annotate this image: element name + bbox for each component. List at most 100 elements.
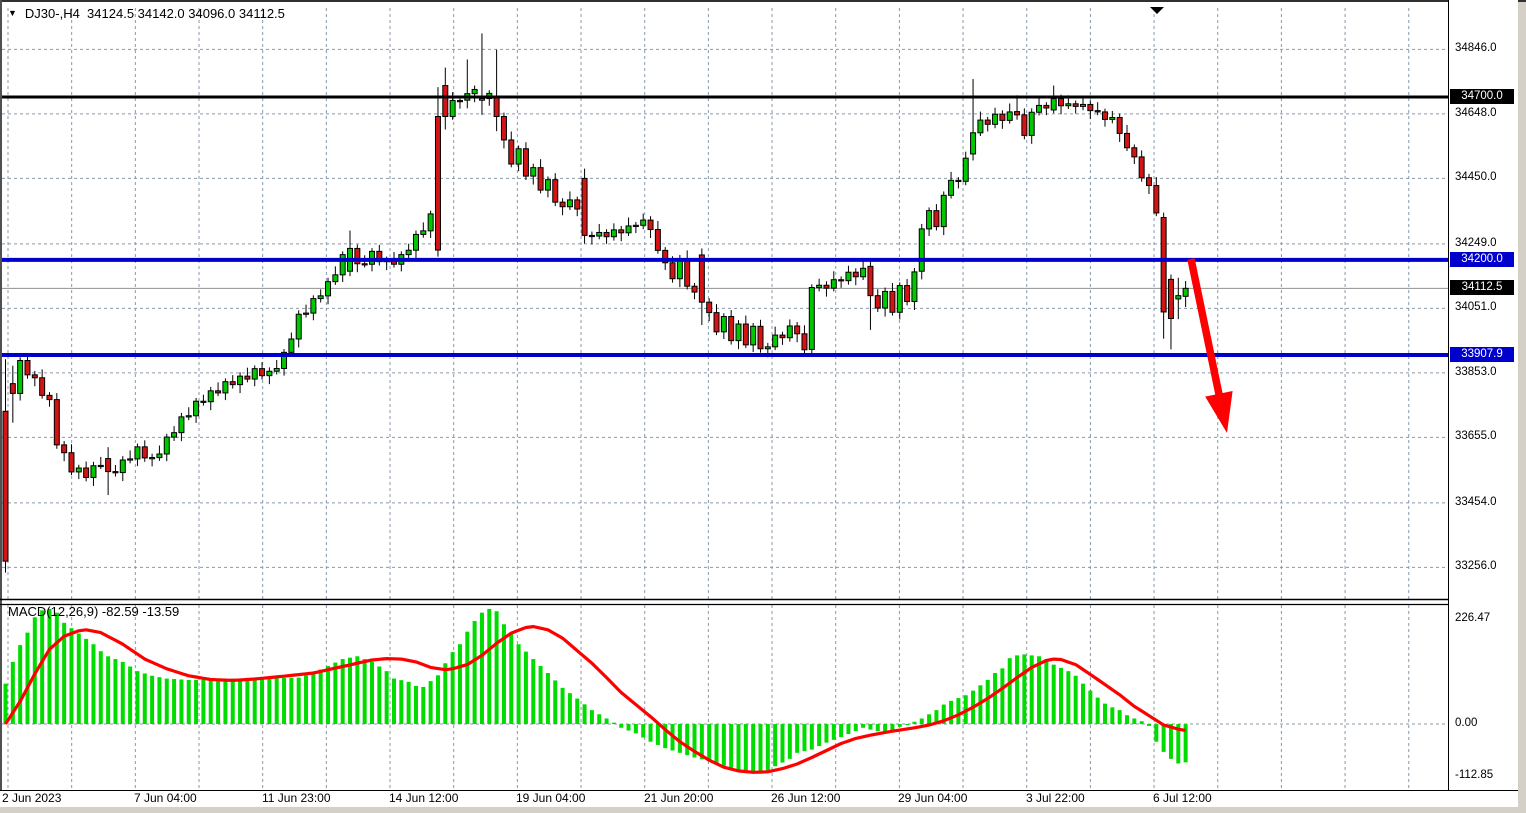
- candle: [97, 456, 104, 469]
- candle: [456, 97, 463, 109]
- candle: [544, 176, 551, 198]
- candle: [1160, 212, 1167, 339]
- candle: [1167, 274, 1174, 350]
- trend-arrow-line[interactable]: [1187, 258, 1224, 401]
- candle: [119, 456, 126, 482]
- candle: [83, 461, 90, 482]
- candle: [1109, 110, 1116, 124]
- candle: [9, 365, 16, 423]
- candle: [896, 282, 903, 320]
- candle: [434, 87, 441, 257]
- candle: [566, 191, 573, 210]
- candle: [2, 359, 9, 573]
- candle: [105, 447, 112, 496]
- candle: [1043, 102, 1050, 116]
- candle: [500, 112, 507, 149]
- chart-title-bar: ▼ DJ30-,H4 34124.5 34142.0 34096.0 34112…: [8, 6, 285, 21]
- candle: [1036, 96, 1043, 116]
- candle: [1028, 108, 1035, 144]
- candle: [303, 304, 310, 318]
- candle: [1102, 108, 1108, 127]
- candle: [1175, 277, 1182, 320]
- candle: [992, 107, 999, 129]
- candle: [552, 173, 559, 207]
- candle: [1116, 113, 1123, 142]
- candle: [112, 465, 119, 477]
- candle: [984, 116, 991, 132]
- candle: [830, 271, 837, 292]
- time-axis[interactable]: 2 Jun 2023 7 Jun 04:00 11 Jun 23:00 14 Jun …: [0, 791, 1518, 807]
- candle: [962, 151, 969, 186]
- candle: [852, 268, 859, 286]
- candle: [874, 289, 881, 312]
- price-tick-label: 34249.0: [1455, 236, 1497, 249]
- time-tick-label: 11 Jun 23:00: [262, 791, 331, 805]
- candle: [786, 319, 793, 342]
- price-tick-label: 33454.0: [1455, 495, 1497, 508]
- candle: [1138, 150, 1145, 182]
- symbol-dropdown-icon[interactable]: ▼: [8, 8, 17, 18]
- candle: [332, 266, 339, 285]
- candle: [273, 360, 280, 375]
- candle: [632, 222, 639, 234]
- candle: [427, 210, 434, 239]
- candle: [742, 315, 749, 349]
- chart-shift-icon[interactable]: [1150, 7, 1164, 14]
- candle: [339, 251, 346, 282]
- candle: [215, 382, 222, 397]
- candle: [222, 378, 229, 401]
- candle: [266, 367, 273, 385]
- candle: [1006, 103, 1013, 124]
- candle: [17, 357, 24, 401]
- candle: [735, 320, 742, 350]
- candle: [728, 310, 735, 345]
- candle: [625, 217, 632, 237]
- candle: [75, 464, 82, 480]
- candle: [970, 79, 977, 161]
- candle: [405, 243, 412, 259]
- price-tick-label: 33853.0: [1455, 365, 1497, 378]
- candle: [537, 159, 544, 194]
- candle: [882, 287, 889, 317]
- candle: [977, 111, 984, 137]
- candle: [310, 295, 317, 321]
- candle: [911, 267, 918, 311]
- candle: [127, 450, 134, 464]
- time-tick-label: 2 Jun 2023: [2, 791, 62, 805]
- candle: [713, 304, 720, 336]
- candle: [522, 142, 529, 181]
- price-tick-label: 34846.0: [1455, 42, 1497, 55]
- candle: [1072, 100, 1079, 114]
- candle: [508, 131, 515, 168]
- candle: [90, 461, 97, 486]
- candle: [229, 375, 236, 389]
- candle: [251, 365, 258, 387]
- candle: [193, 397, 200, 423]
- time-tick-label: 26 Jun 12:00: [771, 791, 841, 805]
- candle: [515, 145, 522, 172]
- candle: [757, 319, 764, 353]
- candle: [259, 362, 266, 380]
- candle: [317, 289, 324, 303]
- candle: [1153, 177, 1160, 217]
- trend-arrow-head[interactable]: [1205, 390, 1233, 433]
- candle: [207, 386, 214, 411]
- candle: [647, 216, 654, 239]
- price-badge-34700: 34700.0: [1450, 88, 1514, 104]
- macd-signal-line: [4, 625, 1186, 774]
- price-axis[interactable]: 34846.0 34648.0 34450.0 34249.0 34051.0 33853…: [1449, 0, 1518, 790]
- candle: [295, 310, 302, 348]
- candle: [141, 440, 148, 462]
- candle: [750, 323, 757, 353]
- candle: [808, 284, 815, 355]
- candle: [1014, 95, 1021, 120]
- candle: [24, 353, 31, 379]
- time-tick-label: 19 Jun 04:00: [516, 791, 586, 805]
- candle: [1145, 173, 1152, 195]
- candle: [478, 33, 485, 115]
- candle: [596, 223, 603, 240]
- candle: [325, 277, 332, 305]
- candle: [237, 372, 244, 394]
- price-tick-label: 34450.0: [1455, 171, 1497, 184]
